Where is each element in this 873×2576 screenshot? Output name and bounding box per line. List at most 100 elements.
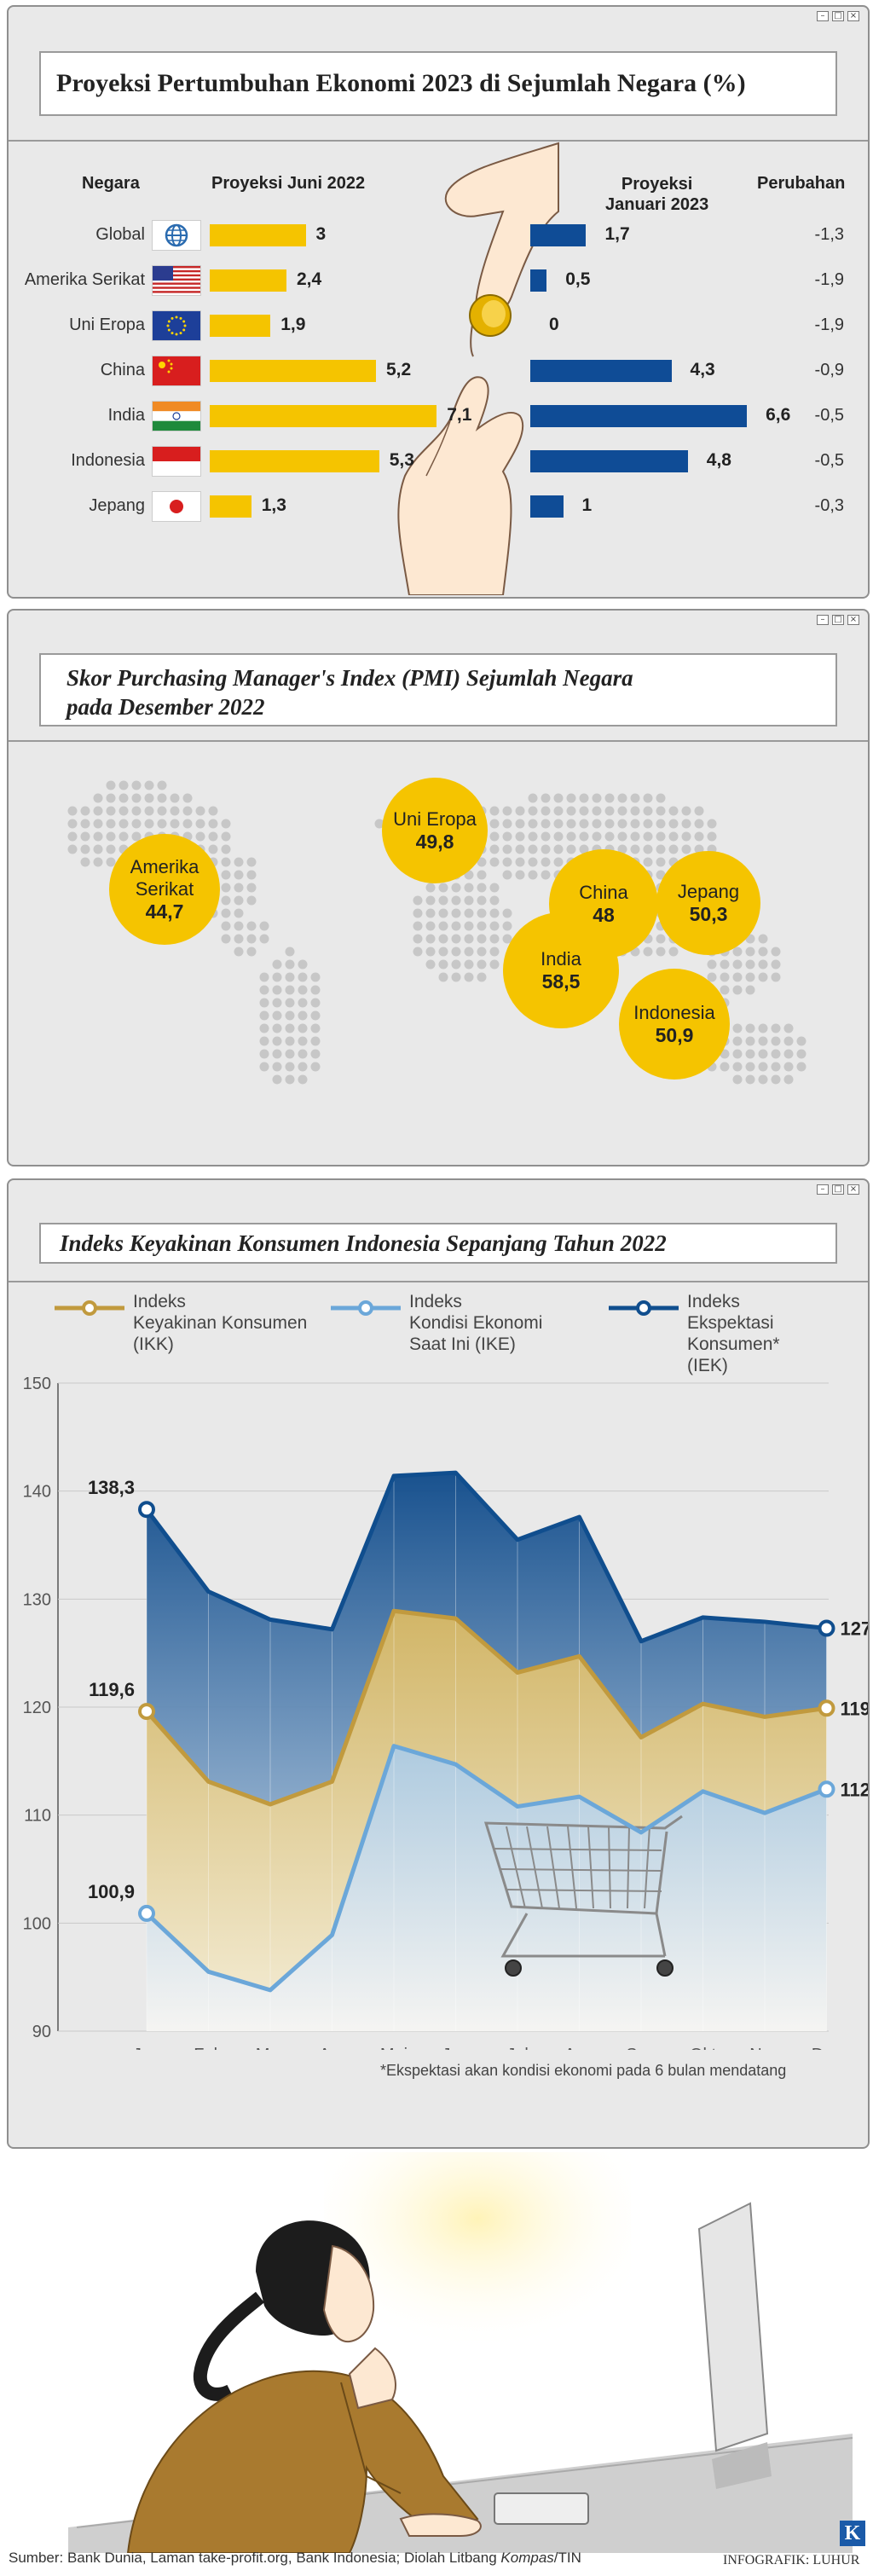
end-value-label: 127,3 <box>841 1618 869 1640</box>
pmi-value: 50,9 <box>655 1024 694 1046</box>
confidence-line-chart: 90 100 110 120 130 140 150 Jan Feb Mar Apr Mei Jun Ju… <box>23 1375 869 2050</box>
y-tick-label: 130 <box>23 1590 51 1609</box>
x-tick-label: Mar <box>256 2046 286 2050</box>
panel2-title: Skor Purchasing Manager's Index (PMI) Se… <box>66 665 633 720</box>
window-controls: – □ × <box>9 1180 868 1199</box>
bar-june-2022 <box>210 450 379 472</box>
value-january-2023: 1 <box>581 495 593 515</box>
close-icon[interactable]: × <box>847 615 859 625</box>
series-point <box>138 1501 155 1519</box>
panel3-title: Indeks Keyakinan Konsumen Indonesia Sepa… <box>60 1230 667 1256</box>
bar-january-2023 <box>530 360 672 382</box>
series-line <box>145 1744 828 1993</box>
series-area <box>147 1745 827 2031</box>
country-label: India <box>107 406 145 425</box>
legend-text: (IEK) <box>687 1356 728 1375</box>
value-january-2023: 6,6 <box>766 405 791 425</box>
close-icon[interactable]: × <box>847 11 859 21</box>
x-tick-label: Nov <box>749 2046 780 2050</box>
usa-flag-icon <box>152 265 201 296</box>
bar-january-2023 <box>530 269 547 292</box>
value-june-2022: 1,3 <box>261 495 286 515</box>
change-value: -0,9 <box>814 361 844 379</box>
legend-label: Indeks Kondisi Ekonomi Saat Ini (IKE) <box>409 1291 542 1355</box>
y-tick-label: 120 <box>23 1699 51 1717</box>
pmi-country: Uni Eropa <box>393 808 477 830</box>
start-value-label: 119,6 <box>89 1679 135 1700</box>
value-june-2022: 5,2 <box>386 360 412 379</box>
end-value-label: 119,9 <box>841 1698 869 1719</box>
pmi-value: 49,8 <box>415 831 454 853</box>
maximize-icon[interactable]: □ <box>832 11 844 21</box>
window-controls: – □ × <box>9 7 868 26</box>
chart-footnote: *Ekspektasi akan kondisi ekonomi pada 6 … <box>380 2062 787 2079</box>
pmi-bubble: Amerika Serikat 44,7 <box>109 834 220 945</box>
minimize-icon[interactable]: – <box>817 1184 829 1195</box>
india-flag-icon <box>152 401 201 431</box>
bar-january-2023 <box>530 224 587 246</box>
change-value: -0,3 <box>814 496 844 515</box>
window-controls: – □ × <box>9 611 868 629</box>
infographic-credit: INFOGRAFIK: LUHUR <box>723 2553 860 2567</box>
pmi-country: Serikat <box>135 878 194 900</box>
x-tick-label: Des <box>812 2046 842 2050</box>
panel2-title-box: Skor Purchasing Manager's Index (PMI) Se… <box>39 653 837 726</box>
header-june: Proyeksi Juni 2022 <box>211 174 366 193</box>
country-label: Indonesia <box>71 451 145 470</box>
change-value: -1,9 <box>814 270 844 289</box>
bar-june-2022 <box>210 269 286 292</box>
change-value: -0,5 <box>814 406 844 425</box>
value-june-2022: 5,3 <box>389 450 414 470</box>
bar-january-2023 <box>530 450 688 472</box>
series-point <box>818 1699 835 1717</box>
bar-june-2022 <box>210 315 271 337</box>
y-tick-label: 90 <box>32 2023 51 2041</box>
minimize-icon[interactable]: – <box>817 615 829 625</box>
series-line <box>145 1608 827 1807</box>
y-tick-label: 110 <box>24 1807 51 1826</box>
legend-line-icon <box>55 1300 124 1316</box>
pmi-country: Indonesia <box>633 1002 715 1023</box>
country-label: Global <box>95 225 145 244</box>
bar-january-2023 <box>530 405 748 427</box>
pmi-country: India <box>541 948 581 970</box>
maximize-icon[interactable]: □ <box>832 615 844 625</box>
series-line <box>145 1470 827 1644</box>
shopping-cart-icon <box>483 1815 683 1977</box>
x-tick-label: Jan <box>133 2046 160 2050</box>
minimize-icon[interactable]: – <box>817 11 829 21</box>
eu-flag-icon <box>152 310 201 341</box>
pmi-value: 50,3 <box>689 903 728 925</box>
value-june-2022: 3 <box>315 224 327 244</box>
value-january-2023: 4,3 <box>690 360 715 379</box>
change-value: -0,5 <box>814 451 844 470</box>
source-note: Sumber: Bank Dunia, Laman take-profit.or… <box>9 2550 581 2566</box>
pmi-bubble: India 58,5 <box>503 912 619 1028</box>
pmi-bubble: Uni Eropa 49,8 <box>382 778 488 883</box>
close-icon[interactable]: × <box>847 1184 859 1195</box>
legend-text: Kondisi Ekonomi <box>409 1313 543 1333</box>
kompas-logo: K <box>840 2521 865 2546</box>
series-point <box>138 1703 155 1721</box>
china-flag-icon <box>152 356 201 386</box>
pmi-country: China <box>579 882 628 903</box>
value-january-2023: 4,8 <box>706 450 731 470</box>
x-tick-label: Sep <box>626 2046 656 2050</box>
series-point <box>818 1780 835 1798</box>
japan-flag-icon <box>152 491 201 522</box>
pmi-country: Amerika <box>130 856 199 877</box>
maximize-icon[interactable]: □ <box>832 1184 844 1195</box>
country-label: China <box>100 361 145 379</box>
legend-text: Ekspektasi Konsumen* <box>687 1313 780 1354</box>
hand-coin-illustration <box>397 142 559 595</box>
end-value-label: 112,4 <box>841 1779 869 1800</box>
pmi-bubble: Jepang 50,3 <box>656 851 760 955</box>
growth-projection-panel: – □ × Proyeksi Pertumbuhan Ekonomi 2023 … <box>7 5 870 599</box>
y-tick-label: 100 <box>23 1914 51 1933</box>
value-june-2022: 1,9 <box>280 315 306 334</box>
change-value: -1,3 <box>814 225 844 244</box>
country-label: Amerika Serikat <box>24 270 145 289</box>
header-change: Perubahan <box>757 174 846 193</box>
indonesia-flag-icon <box>152 446 201 477</box>
x-tick-label: Jul <box>506 2046 529 2050</box>
